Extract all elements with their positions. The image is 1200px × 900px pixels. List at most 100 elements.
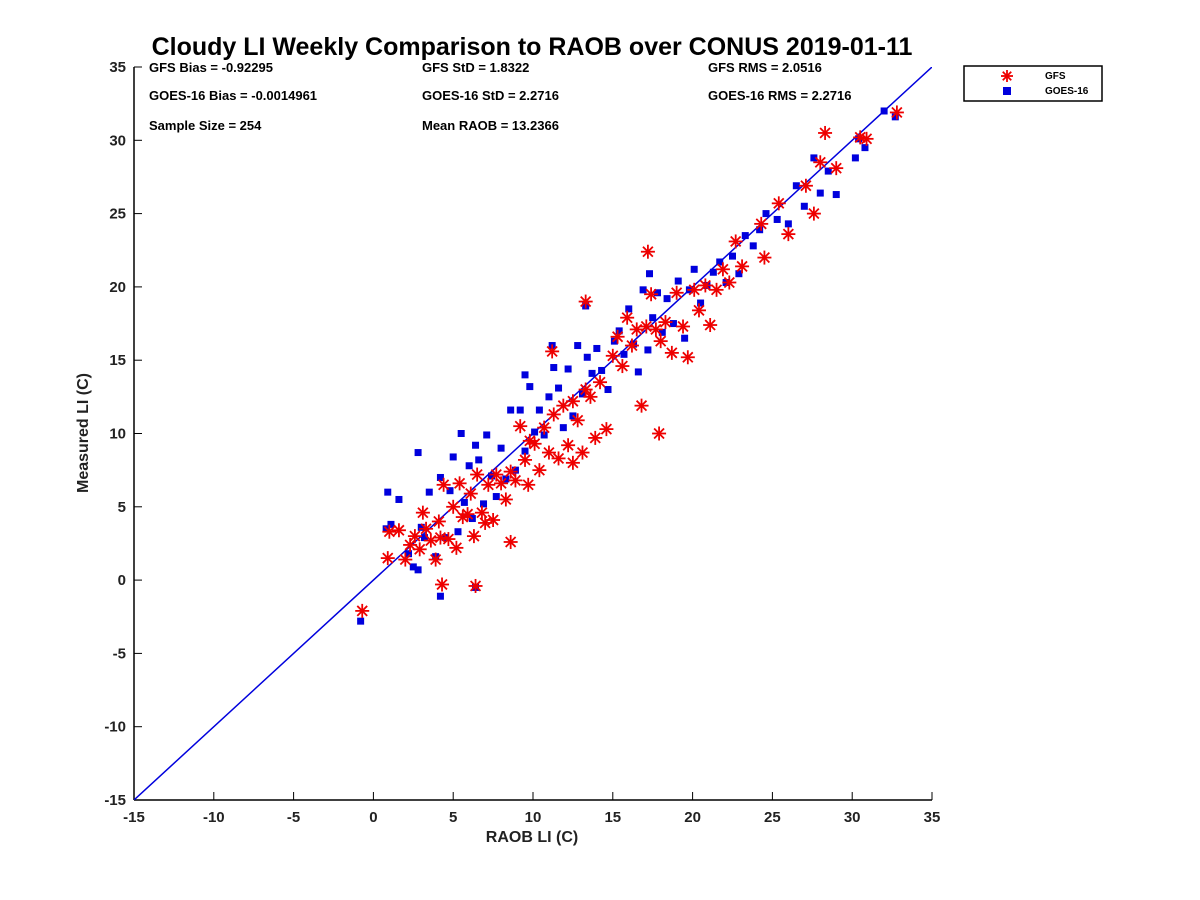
goes-std-text: GOES-16 StD = 2.2716 [422, 88, 559, 103]
gfs-point [680, 350, 695, 365]
x-tick-label: 5 [449, 809, 457, 826]
goes16-point [709, 268, 717, 276]
gfs-bias-text: GFS Bias = -0.92295 [149, 60, 273, 75]
goes16-point [861, 144, 869, 152]
goes16-point [480, 500, 488, 508]
gfs-point [664, 345, 679, 360]
gfs-point [728, 234, 743, 249]
gfs-point [624, 338, 639, 353]
gfs-point [735, 259, 750, 274]
gfs-point [639, 319, 654, 334]
gfs-point [415, 505, 430, 520]
gfs-point [463, 486, 478, 501]
goes16-point [773, 215, 781, 223]
goes16-point [555, 384, 563, 392]
gfs-point [449, 540, 464, 555]
goes16-point [483, 431, 491, 439]
gfs-point [466, 529, 481, 544]
gfs-point [583, 389, 598, 404]
goes16-point [436, 592, 444, 600]
goes16-point [690, 265, 698, 273]
goes16-point [615, 327, 623, 335]
goes16-point [475, 456, 483, 464]
x-tick-label: 35 [924, 809, 941, 826]
x-tick-label: -15 [123, 809, 145, 826]
goes16-point [697, 299, 705, 307]
gfs-point [687, 282, 702, 297]
gfs-point [380, 551, 395, 566]
gfs-point [551, 451, 566, 466]
gfs-point [676, 319, 691, 334]
gfs-point [859, 131, 874, 146]
x-tick-label: -5 [287, 809, 300, 826]
legend-gfs-asterisk [1001, 70, 1013, 82]
gfs-point [391, 523, 406, 538]
goes16-point [526, 383, 534, 391]
gfs-std-text: GFS StD = 1.8322 [422, 60, 529, 75]
gfs-series [355, 105, 904, 618]
goes16-point [550, 364, 558, 372]
goes-bias-text: GOES-16 Bias = -0.0014961 [149, 88, 317, 103]
gfs-point [446, 499, 461, 514]
gfs-point [428, 552, 443, 567]
goes16-point [465, 462, 473, 470]
goes16-point [583, 353, 591, 361]
goes16-point [414, 566, 422, 574]
gfs-point [518, 452, 533, 467]
gfs-point [658, 315, 673, 330]
gfs-point [407, 529, 422, 544]
x-tick-label: 10 [525, 809, 542, 826]
gfs-point [691, 303, 706, 318]
chart-title: Cloudy LI Weekly Comparison to RAOB over… [152, 33, 913, 61]
gfs-point [521, 477, 536, 492]
goes16-point [716, 258, 724, 266]
y-tick-label: 0 [118, 572, 126, 589]
gfs-point [653, 334, 668, 349]
gfs-point [494, 476, 509, 491]
y-tick-label: 20 [109, 279, 126, 296]
goes16-point [449, 453, 457, 461]
goes16-point [625, 305, 633, 313]
gfs-point [798, 178, 813, 193]
gfs-point [513, 419, 528, 434]
goes16-point [832, 191, 840, 199]
gfs-point [698, 278, 713, 293]
goes16-point [420, 534, 428, 542]
gfs-point [615, 359, 630, 374]
y-tick-label: -15 [104, 792, 126, 809]
goes16-point [669, 320, 677, 328]
goes16-point [417, 523, 425, 531]
goes16-point [674, 277, 682, 285]
gfs-point [435, 577, 450, 592]
goes16-point [521, 371, 529, 379]
gfs-rms-text: GFS RMS = 2.0516 [708, 60, 822, 75]
gfs-point [570, 413, 585, 428]
gfs-point [436, 477, 451, 492]
goes16-point [564, 365, 572, 373]
gfs-point [561, 438, 576, 453]
goes16-point [756, 226, 764, 234]
goes16-point [851, 154, 859, 162]
x-tick-label: 30 [844, 809, 861, 826]
stats-annotations: GFS Bias = -0.92295 GOES-16 Bias = -0.00… [149, 60, 851, 133]
goes16-point [681, 334, 689, 342]
gfs-point [556, 398, 571, 413]
x-axis-label: RAOB LI (C) [486, 829, 578, 846]
goes16-point [824, 167, 832, 175]
gfs-point [565, 455, 580, 470]
goes16-point [663, 295, 671, 303]
goes16-point [492, 493, 500, 501]
gfs-point [474, 505, 489, 520]
y-tick-label: 30 [109, 132, 126, 149]
gfs-point [640, 244, 655, 259]
gfs-point [722, 275, 737, 290]
gfs-point [537, 420, 552, 435]
gfs-point [527, 436, 542, 451]
gfs-point [588, 430, 603, 445]
gfs-point [889, 105, 904, 120]
goes16-point [405, 550, 413, 558]
x-tick-label: 0 [369, 809, 377, 826]
x-tick-label: -10 [203, 809, 225, 826]
y-tick-label: 35 [109, 59, 126, 76]
